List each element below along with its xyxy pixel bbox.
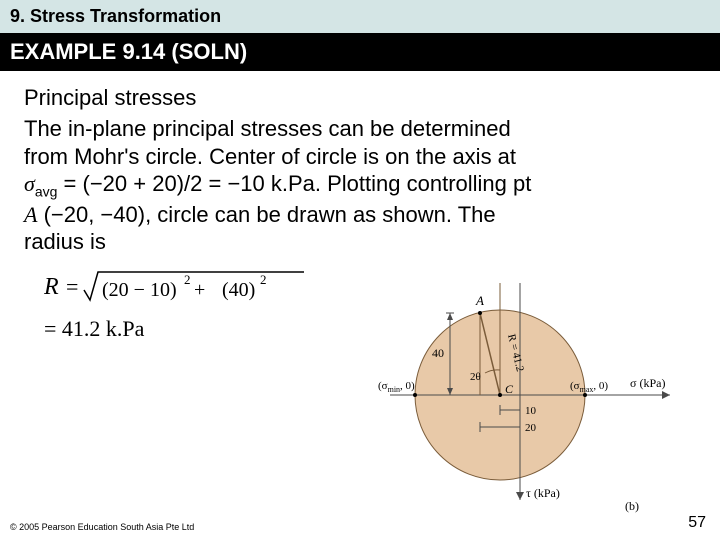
label-20: 20 [525,422,537,434]
formula-exp-b: 2 [260,272,267,287]
label-sigma-min: (σmin, 0) [378,380,415,394]
point-a [478,311,482,315]
label-tau-axis: τ (kPa) [526,486,560,500]
text-line-3: = (−20 + 20)/2 = −10 k.Pa. Plotting cont… [57,171,531,196]
label-sigma-max: (σmax, 0) [570,380,608,394]
dim-40-arrow-t [447,313,453,320]
tau-axis-arrow [516,492,524,500]
chapter-title: 9. Stress Transformation [10,6,221,26]
formula-eq1: = [66,274,78,299]
label-b: (b) [625,499,639,513]
formula-plus: + [194,279,205,301]
formula-exp-a: 2 [184,272,191,287]
example-title-bar: EXAMPLE 9.14 (SOLN) [0,33,720,71]
label-2theta: 2θ [470,371,481,383]
sigma-subscript: avg [35,183,58,199]
formula-term-a: (20 − 10) [102,279,177,301]
sigma-symbol: σ [24,171,35,196]
mohr-circle-diagram: A R = 41.2 40 2θ C 10 20 (σmin, 0) (σmax… [370,265,690,520]
body-paragraph: The in-plane principal stresses can be d… [24,115,696,256]
chapter-title-bar: 9. Stress Transformation [0,0,720,33]
mohr-circle-svg: A R = 41.2 40 2θ C 10 20 (σmin, 0) (σmax… [370,265,690,515]
section-heading: Principal stresses [24,85,696,111]
label-c: C [505,382,514,396]
formula-result: = 41.2 k.Pa [44,316,145,341]
radius-formula: R = (20 − 10) 2 + (40) 2 = 41.2 k.Pa [44,264,324,354]
text-line-2: from Mohr's circle. Center of circle is … [24,144,516,169]
label-10: 10 [525,405,537,417]
text-line-1: The in-plane principal stresses can be d… [24,116,511,141]
sigma-min-point [413,393,417,397]
text-line-5: radius is [24,229,106,254]
sigma-axis-arrow [662,391,670,399]
label-a: A [475,293,484,308]
label-40: 40 [432,346,444,360]
center-point [498,393,502,397]
label-sigma-axis: σ (kPa) [630,376,665,390]
copyright-text: © 2005 Pearson Education South Asia Pte … [10,522,194,532]
text-line-4: (−20, −40), circle can be drawn as shown… [37,202,495,227]
formula-r: R [44,274,59,300]
formula-term-b: (40) [222,279,255,301]
point-a-label: A [24,202,37,227]
example-title: EXAMPLE 9.14 (SOLN) [10,39,247,64]
page-number: 57 [688,514,706,532]
